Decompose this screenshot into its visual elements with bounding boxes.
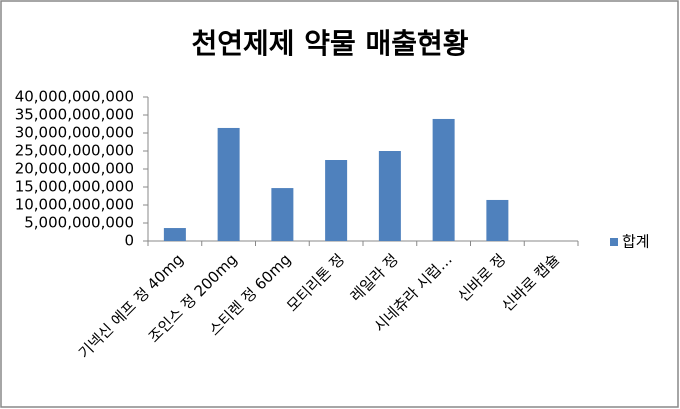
bar [163, 228, 186, 241]
legend-label: 합계 [622, 233, 650, 251]
y-tick-label: 5,000,000,000 [24, 214, 134, 232]
bar [217, 127, 240, 241]
y-tick-label: 30,000,000,000 [15, 124, 134, 142]
y-tick-label: 25,000,000,000 [15, 142, 134, 160]
legend-swatch [610, 238, 618, 246]
y-tick-label: 0 [124, 232, 134, 250]
bar [325, 160, 348, 241]
y-tick-label: 40,000,000,000 [15, 88, 134, 106]
y-tick-label: 20,000,000,000 [15, 160, 134, 178]
y-tick-label: 10,000,000,000 [15, 196, 134, 214]
bar [432, 118, 455, 241]
bar [378, 151, 401, 241]
chart-title: 천연제제 약물 매출현황 [191, 27, 468, 60]
y-tick-label: 15,000,000,000 [15, 178, 134, 196]
bar [486, 199, 509, 241]
bar [271, 188, 294, 241]
y-tick-label: 35,000,000,000 [15, 106, 134, 124]
